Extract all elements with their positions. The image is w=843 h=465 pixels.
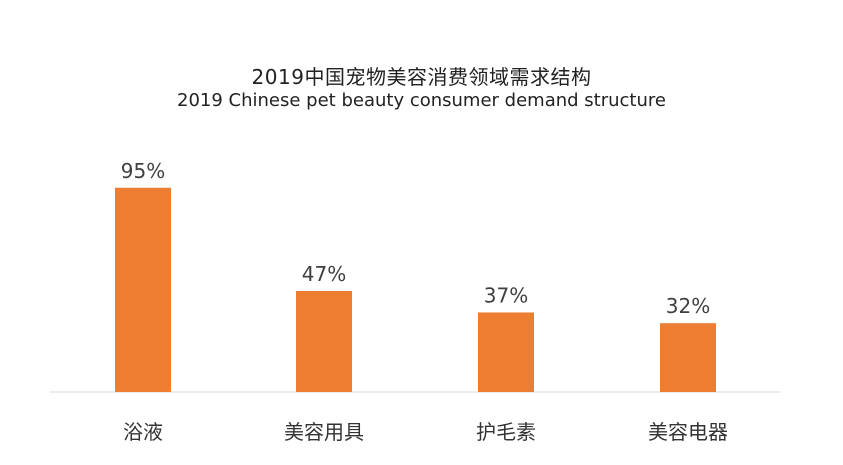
category-label-4: 美容电器 (648, 420, 728, 444)
bar-2 (296, 290, 352, 392)
chart-subtitle: 2019 Chinese pet beauty consumer demand … (177, 90, 666, 111)
data-label-1: 95% (121, 159, 165, 183)
category-label-3: 护毛素 (476, 420, 536, 444)
bar-1 (115, 187, 171, 392)
bar-4 (660, 323, 716, 392)
bar-3 (478, 312, 534, 392)
data-label-4: 32% (666, 294, 710, 318)
data-label-2: 47% (302, 262, 346, 286)
chart-title: 2019中国宠物美容消费领域需求结构 (251, 65, 592, 89)
category-label-2: 美容用具 (284, 420, 364, 444)
data-label-3: 37% (484, 283, 528, 307)
category-label-1: 浴液 (123, 420, 163, 444)
